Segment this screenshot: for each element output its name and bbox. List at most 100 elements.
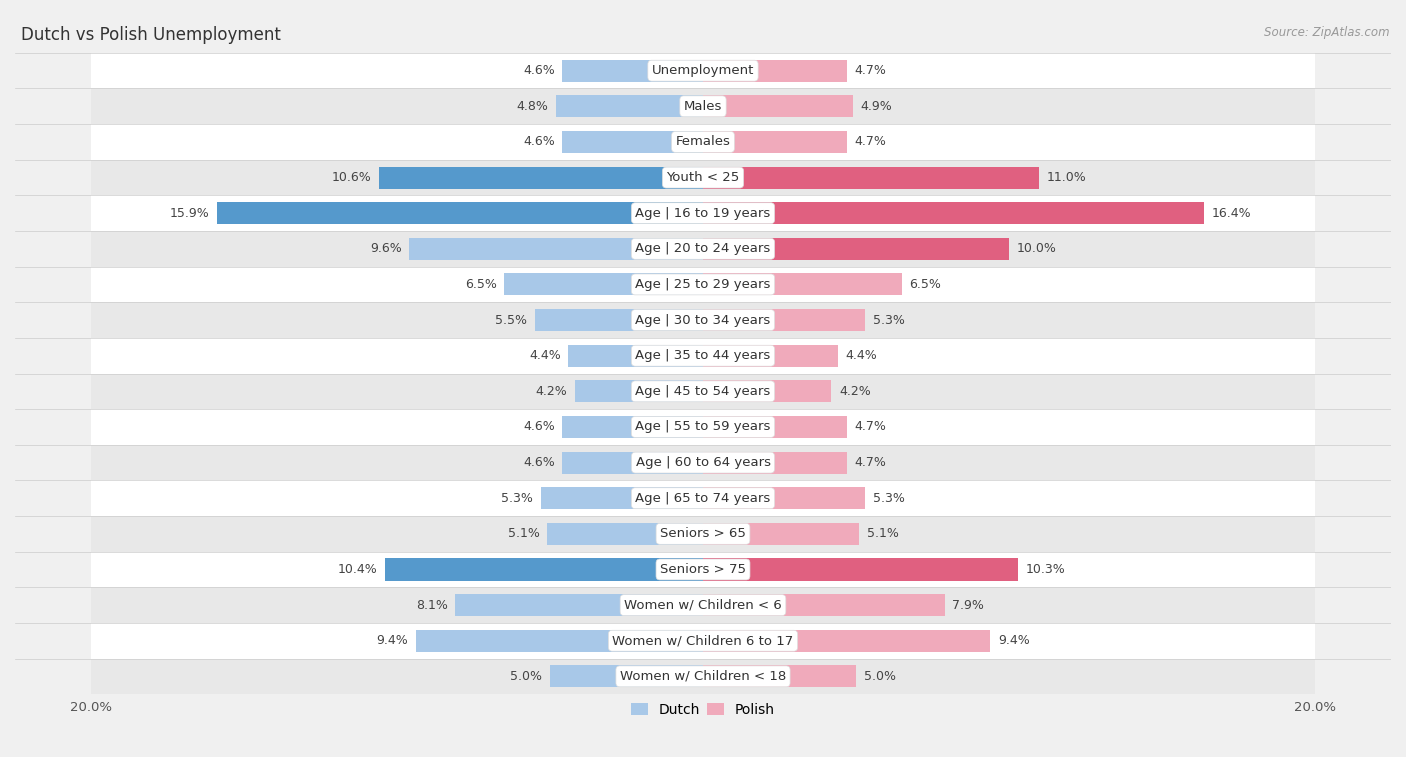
Bar: [703, 309, 865, 331]
Bar: [91, 659, 1315, 694]
Text: 5.0%: 5.0%: [863, 670, 896, 683]
Bar: [568, 344, 703, 366]
Text: Age | 20 to 24 years: Age | 20 to 24 years: [636, 242, 770, 255]
Bar: [91, 195, 1315, 231]
Bar: [409, 238, 703, 260]
Bar: [550, 665, 703, 687]
Bar: [703, 273, 901, 295]
Bar: [557, 95, 703, 117]
Text: 5.0%: 5.0%: [510, 670, 543, 683]
Bar: [505, 273, 703, 295]
Text: Women w/ Children < 18: Women w/ Children < 18: [620, 670, 786, 683]
Text: 9.6%: 9.6%: [370, 242, 402, 255]
Bar: [91, 445, 1315, 481]
Text: Youth < 25: Youth < 25: [666, 171, 740, 184]
Text: Age | 16 to 19 years: Age | 16 to 19 years: [636, 207, 770, 220]
Bar: [91, 124, 1315, 160]
Text: 16.4%: 16.4%: [1212, 207, 1251, 220]
Bar: [456, 594, 703, 616]
Text: 9.4%: 9.4%: [998, 634, 1029, 647]
Text: Dutch vs Polish Unemployment: Dutch vs Polish Unemployment: [21, 26, 281, 45]
Text: 5.1%: 5.1%: [508, 528, 540, 540]
Text: 4.4%: 4.4%: [845, 349, 877, 362]
Text: 5.3%: 5.3%: [873, 313, 904, 326]
Legend: Dutch, Polish: Dutch, Polish: [626, 697, 780, 722]
Text: 7.9%: 7.9%: [952, 599, 984, 612]
Text: 5.3%: 5.3%: [873, 492, 904, 505]
Text: 6.5%: 6.5%: [910, 278, 941, 291]
Bar: [703, 380, 831, 403]
Bar: [91, 587, 1315, 623]
Text: Seniors > 75: Seniors > 75: [659, 563, 747, 576]
Bar: [91, 266, 1315, 302]
Bar: [703, 451, 846, 474]
Text: 5.1%: 5.1%: [866, 528, 898, 540]
Bar: [703, 523, 859, 545]
Bar: [534, 309, 703, 331]
Text: 9.4%: 9.4%: [377, 634, 408, 647]
Bar: [703, 594, 945, 616]
Bar: [562, 416, 703, 438]
Text: Age | 45 to 54 years: Age | 45 to 54 years: [636, 385, 770, 398]
Text: Age | 25 to 29 years: Age | 25 to 29 years: [636, 278, 770, 291]
Text: 11.0%: 11.0%: [1047, 171, 1087, 184]
Text: Age | 65 to 74 years: Age | 65 to 74 years: [636, 492, 770, 505]
Text: Women w/ Children 6 to 17: Women w/ Children 6 to 17: [613, 634, 793, 647]
Text: Males: Males: [683, 100, 723, 113]
Text: 4.2%: 4.2%: [839, 385, 870, 398]
Bar: [416, 630, 703, 652]
Text: 4.7%: 4.7%: [855, 136, 886, 148]
Bar: [703, 630, 990, 652]
Bar: [541, 488, 703, 509]
Bar: [91, 552, 1315, 587]
Text: Seniors > 65: Seniors > 65: [659, 528, 747, 540]
Text: 10.6%: 10.6%: [332, 171, 371, 184]
Text: Age | 55 to 59 years: Age | 55 to 59 years: [636, 420, 770, 434]
Text: 4.7%: 4.7%: [855, 420, 886, 434]
Bar: [91, 516, 1315, 552]
Bar: [385, 559, 703, 581]
Bar: [703, 416, 846, 438]
Text: 10.0%: 10.0%: [1017, 242, 1056, 255]
Bar: [703, 167, 1039, 188]
Bar: [91, 302, 1315, 338]
Bar: [91, 53, 1315, 89]
Text: 8.1%: 8.1%: [416, 599, 447, 612]
Bar: [91, 409, 1315, 445]
Text: 4.6%: 4.6%: [523, 420, 555, 434]
Text: 15.9%: 15.9%: [169, 207, 209, 220]
Bar: [91, 373, 1315, 409]
Text: 4.8%: 4.8%: [517, 100, 548, 113]
Text: 4.4%: 4.4%: [529, 349, 561, 362]
Text: 10.3%: 10.3%: [1025, 563, 1066, 576]
Text: 4.9%: 4.9%: [860, 100, 893, 113]
Text: 5.3%: 5.3%: [502, 492, 533, 505]
Bar: [703, 238, 1008, 260]
Bar: [703, 131, 846, 153]
Text: 5.5%: 5.5%: [495, 313, 527, 326]
Bar: [703, 488, 865, 509]
Bar: [547, 523, 703, 545]
Text: 10.4%: 10.4%: [337, 563, 377, 576]
Bar: [91, 231, 1315, 266]
Text: Unemployment: Unemployment: [652, 64, 754, 77]
Text: 4.7%: 4.7%: [855, 456, 886, 469]
Text: 6.5%: 6.5%: [465, 278, 496, 291]
Bar: [562, 131, 703, 153]
Bar: [703, 202, 1205, 224]
Text: 4.6%: 4.6%: [523, 456, 555, 469]
Bar: [703, 344, 838, 366]
Bar: [91, 160, 1315, 195]
Text: Age | 35 to 44 years: Age | 35 to 44 years: [636, 349, 770, 362]
Text: 4.6%: 4.6%: [523, 64, 555, 77]
Bar: [562, 451, 703, 474]
Bar: [91, 623, 1315, 659]
Bar: [217, 202, 703, 224]
Text: Women w/ Children < 6: Women w/ Children < 6: [624, 599, 782, 612]
Text: 4.6%: 4.6%: [523, 136, 555, 148]
Bar: [703, 95, 853, 117]
Bar: [378, 167, 703, 188]
Text: 4.2%: 4.2%: [536, 385, 567, 398]
Bar: [91, 89, 1315, 124]
Text: Age | 60 to 64 years: Age | 60 to 64 years: [636, 456, 770, 469]
